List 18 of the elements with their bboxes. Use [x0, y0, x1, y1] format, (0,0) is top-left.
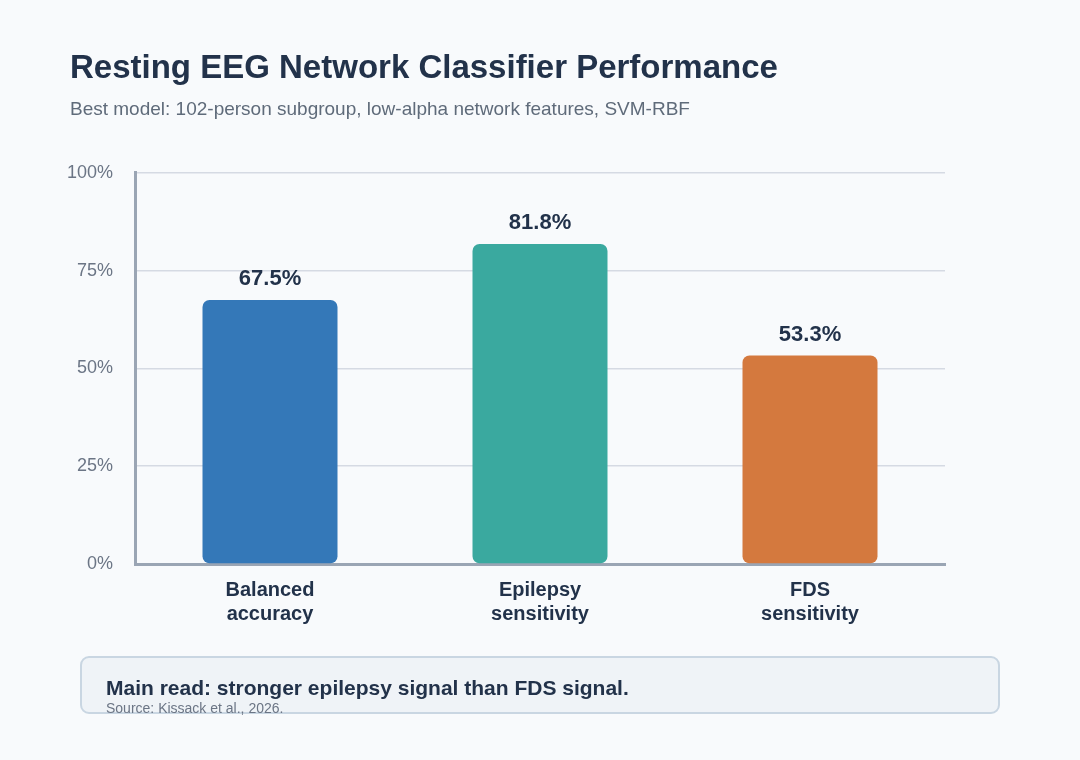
text: Main read: stronger epilepsy signal than FDS signal.	[106, 676, 630, 700]
bar	[202, 299, 338, 564]
chart-title: Resting EEG Network Classifier Performance	[70, 48, 778, 86]
bar	[472, 244, 608, 564]
data-label: 53.3%	[778, 320, 842, 346]
y-tick-label: 50%	[76, 357, 113, 378]
x-tick-label: Balanced accuracy	[225, 577, 315, 624]
data-label: 67.5%	[238, 265, 302, 290]
x-tick-label: FDS sensitivity	[761, 577, 860, 624]
y-tick-label: 100%	[66, 161, 113, 182]
x-tick-label: Epilepsy sensitivity	[491, 577, 590, 624]
y-tick-label: 25%	[76, 455, 113, 476]
source-note: Source: Kissack et al., 2026.	[106, 700, 285, 716]
chart-subtitle: Best model: 102-person subgroup, low-alpha network features, SVM-RBF	[70, 98, 690, 120]
y-tick-label: 75%	[76, 259, 113, 280]
bar	[742, 355, 878, 564]
data-label: 81.8%	[508, 209, 572, 235]
y-tick-label: 0%	[86, 552, 113, 573]
